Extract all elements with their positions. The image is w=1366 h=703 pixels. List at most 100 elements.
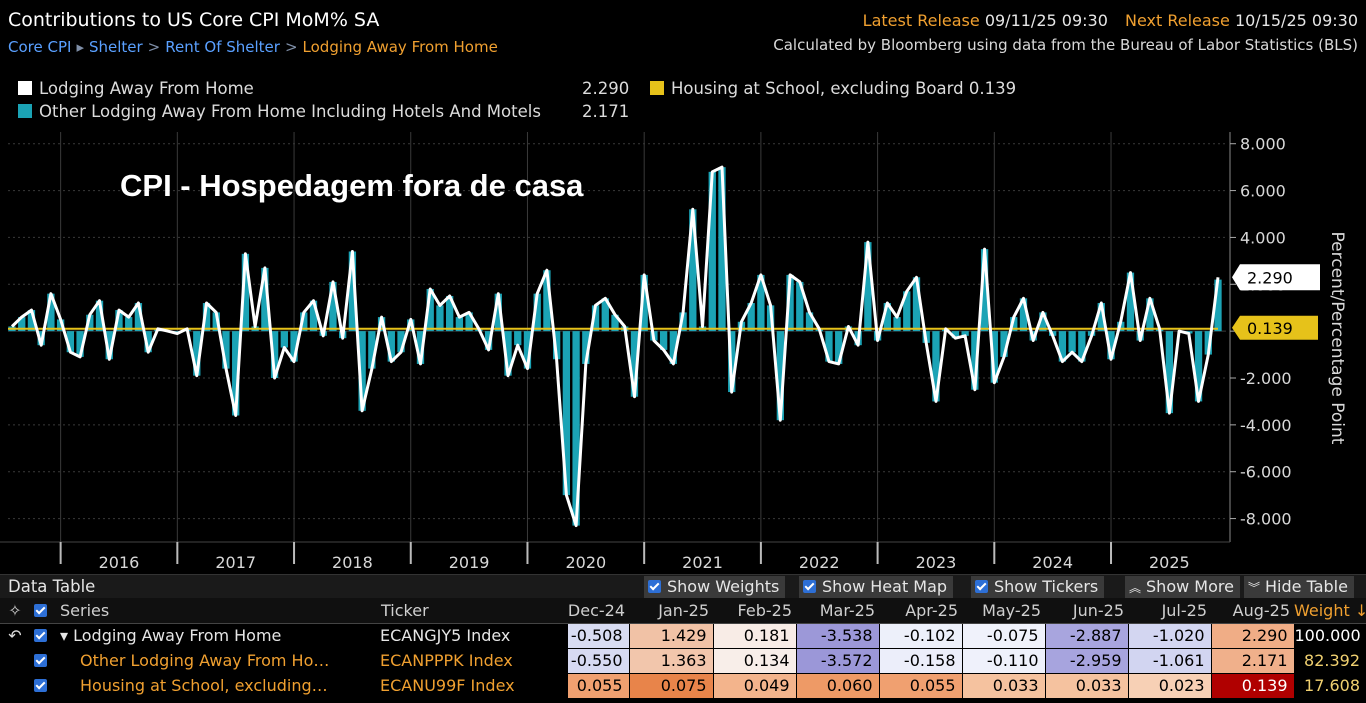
column-header-ticker[interactable]: Ticker [377, 598, 567, 624]
column-header-weight[interactable]: Weight ↓ [1294, 598, 1366, 624]
breadcrumb-shelter[interactable]: Shelter [88, 38, 143, 56]
data-bar [552, 331, 561, 360]
value-cell[interactable]: -2.887 [1044, 622, 1129, 649]
show-weights-toggle[interactable]: Show Weights [644, 576, 786, 598]
column-header-month[interactable]: Aug-25 [1211, 598, 1294, 624]
column-header-month[interactable]: Apr-25 [879, 598, 962, 624]
value-cell[interactable]: 1.363 [628, 647, 714, 674]
data-bar [193, 331, 201, 376]
data-bar [426, 288, 434, 332]
series-name[interactable]: Housing at School, excluding… [80, 676, 328, 695]
breadcrumb-lodging-away[interactable]: Lodging Away From Home [302, 38, 498, 56]
data-bar [144, 331, 152, 353]
y-tick-label: -8.000 [1240, 510, 1292, 529]
data-bar [27, 310, 36, 332]
y-tick-label: -6.000 [1240, 463, 1292, 482]
value-cell[interactable]: -0.550 [566, 647, 630, 674]
row-checkbox[interactable] [30, 648, 56, 673]
settings-icon[interactable]: ✧ [0, 598, 30, 624]
legend-item-other-lodging[interactable]: Other Lodging Away From Home Including H… [18, 102, 541, 121]
column-header-month[interactable]: Feb-25 [713, 598, 796, 624]
breadcrumb-core-cpi[interactable]: Core CPI [8, 38, 72, 56]
latest-release-value: 09/11/25 09:30 [984, 11, 1108, 30]
value-cell[interactable]: 0.049 [712, 672, 797, 699]
table-toolbar: Data Table Show Weights Show Heat Map Sh… [0, 574, 1366, 598]
value-cell[interactable]: 0.033 [961, 672, 1046, 699]
data-bar [232, 331, 240, 416]
chart-area[interactable]: 8.0006.0004.0002.0000-2.000-4.000-6.000-… [0, 132, 1366, 574]
data-bar [329, 281, 337, 332]
data-bar [56, 319, 65, 332]
value-cell[interactable]: -0.102 [878, 622, 963, 649]
data-bar [533, 293, 541, 332]
value-cell[interactable]: -1.020 [1127, 622, 1212, 649]
legend-label: Lodging Away From Home [39, 79, 254, 98]
row-checkbox[interactable] [30, 623, 56, 648]
show-heat-map-toggle[interactable]: Show Heat Map [799, 576, 954, 598]
data-bar [1039, 312, 1047, 332]
value-cell[interactable]: -2.959 [1044, 647, 1129, 674]
undo-icon[interactable]: ↶ [8, 626, 22, 646]
value-cell[interactable]: 0.023 [1127, 672, 1212, 699]
hide-table-button[interactable]: ︾ Hide Table [1244, 576, 1354, 598]
value-cell[interactable]: 0.181 [712, 622, 797, 649]
value-cell[interactable]: -0.110 [961, 647, 1046, 674]
x-tick-label: 2020 [565, 553, 606, 572]
legend-item-housing-school[interactable]: Housing at School, excluding Board 0.139 [650, 79, 1016, 98]
ticker-cell[interactable]: ECANPPPK Index [380, 651, 513, 670]
value-cell[interactable]: 0.060 [795, 672, 880, 699]
value-cell[interactable]: 1.429 [628, 622, 714, 649]
column-header-month[interactable]: May-25 [962, 598, 1045, 624]
value-cell[interactable]: 0.139 [1210, 672, 1295, 699]
data-bar [864, 242, 872, 332]
table-row[interactable]: Housing at School, excluding… ECANU99F In… [0, 672, 1366, 699]
data-bar [747, 303, 755, 332]
column-header-month[interactable]: Jan-25 [629, 598, 713, 624]
data-bar [1058, 331, 1067, 362]
value-cell[interactable]: -0.508 [566, 622, 630, 649]
data-bar [309, 300, 318, 332]
data-bar [105, 331, 113, 360]
value-cell[interactable]: 0.055 [566, 672, 630, 699]
column-header-series[interactable]: Series [56, 598, 377, 624]
ticker-cell[interactable]: ECANGJY5 Index [380, 626, 511, 646]
release-info: Latest Release 09/11/25 09:30 Next Relea… [863, 11, 1358, 30]
column-header-month[interactable]: Jul-25 [1128, 598, 1211, 624]
value-cell[interactable]: 0.075 [628, 672, 714, 699]
legend-value: 2.290 [582, 79, 630, 98]
ticker-cell[interactable]: ECANU99F Index [380, 676, 515, 695]
legend-item-lodging[interactable]: Lodging Away From Home [18, 79, 254, 98]
value-cell[interactable]: -0.158 [878, 647, 963, 674]
series-name[interactable]: Other Lodging Away From Ho… [80, 651, 330, 670]
value-cell[interactable]: -3.572 [795, 647, 880, 674]
value-cell[interactable]: 0.033 [1044, 672, 1129, 699]
data-bar [76, 331, 84, 357]
show-tickers-label: Show Tickers [994, 577, 1099, 596]
table-row[interactable]: Other Lodging Away From Ho… ECANPPPK Inde… [0, 647, 1366, 674]
value-cell[interactable]: -0.075 [961, 622, 1046, 649]
value-cell[interactable]: 0.134 [712, 647, 797, 674]
data-bar [86, 314, 94, 332]
value-cell[interactable]: -3.538 [795, 622, 880, 649]
table-row[interactable]: ↶ ▾ Lodging Away From Home ECANGJY5 Index -… [0, 622, 1366, 649]
cpi-chart[interactable]: 8.0006.0004.0002.0000-2.000-4.000-6.000-… [0, 132, 1366, 574]
data-bar [1078, 331, 1086, 362]
show-more-button[interactable]: ︽ Show More [1125, 576, 1240, 598]
value-cell[interactable]: 2.290 [1210, 622, 1295, 649]
tag-shape [1232, 264, 1320, 291]
y-tick-label: -2.000 [1240, 369, 1292, 388]
value-cell[interactable]: -1.061 [1127, 647, 1212, 674]
select-all-checkbox[interactable] [30, 598, 56, 624]
column-header-month[interactable]: Mar-25 [796, 598, 879, 624]
value-cell[interactable]: 0.055 [878, 672, 963, 699]
breadcrumb-rent-of-shelter[interactable]: Rent Of Shelter [165, 38, 280, 56]
last-value-tag-housing: 0.139 [1232, 315, 1318, 340]
value-cell[interactable]: 2.171 [1210, 647, 1295, 674]
show-tickers-toggle[interactable]: Show Tickers [971, 576, 1105, 598]
lodging-series-line [10, 165, 1220, 528]
column-header-month[interactable]: Dec-24 [567, 598, 629, 624]
column-header-month[interactable]: Jun-25 [1045, 598, 1128, 624]
row-checkbox[interactable] [30, 673, 56, 698]
series-name[interactable]: ▾ Lodging Away From Home [60, 626, 282, 646]
last-value-tag-lodging: 2.290 [1232, 264, 1320, 291]
